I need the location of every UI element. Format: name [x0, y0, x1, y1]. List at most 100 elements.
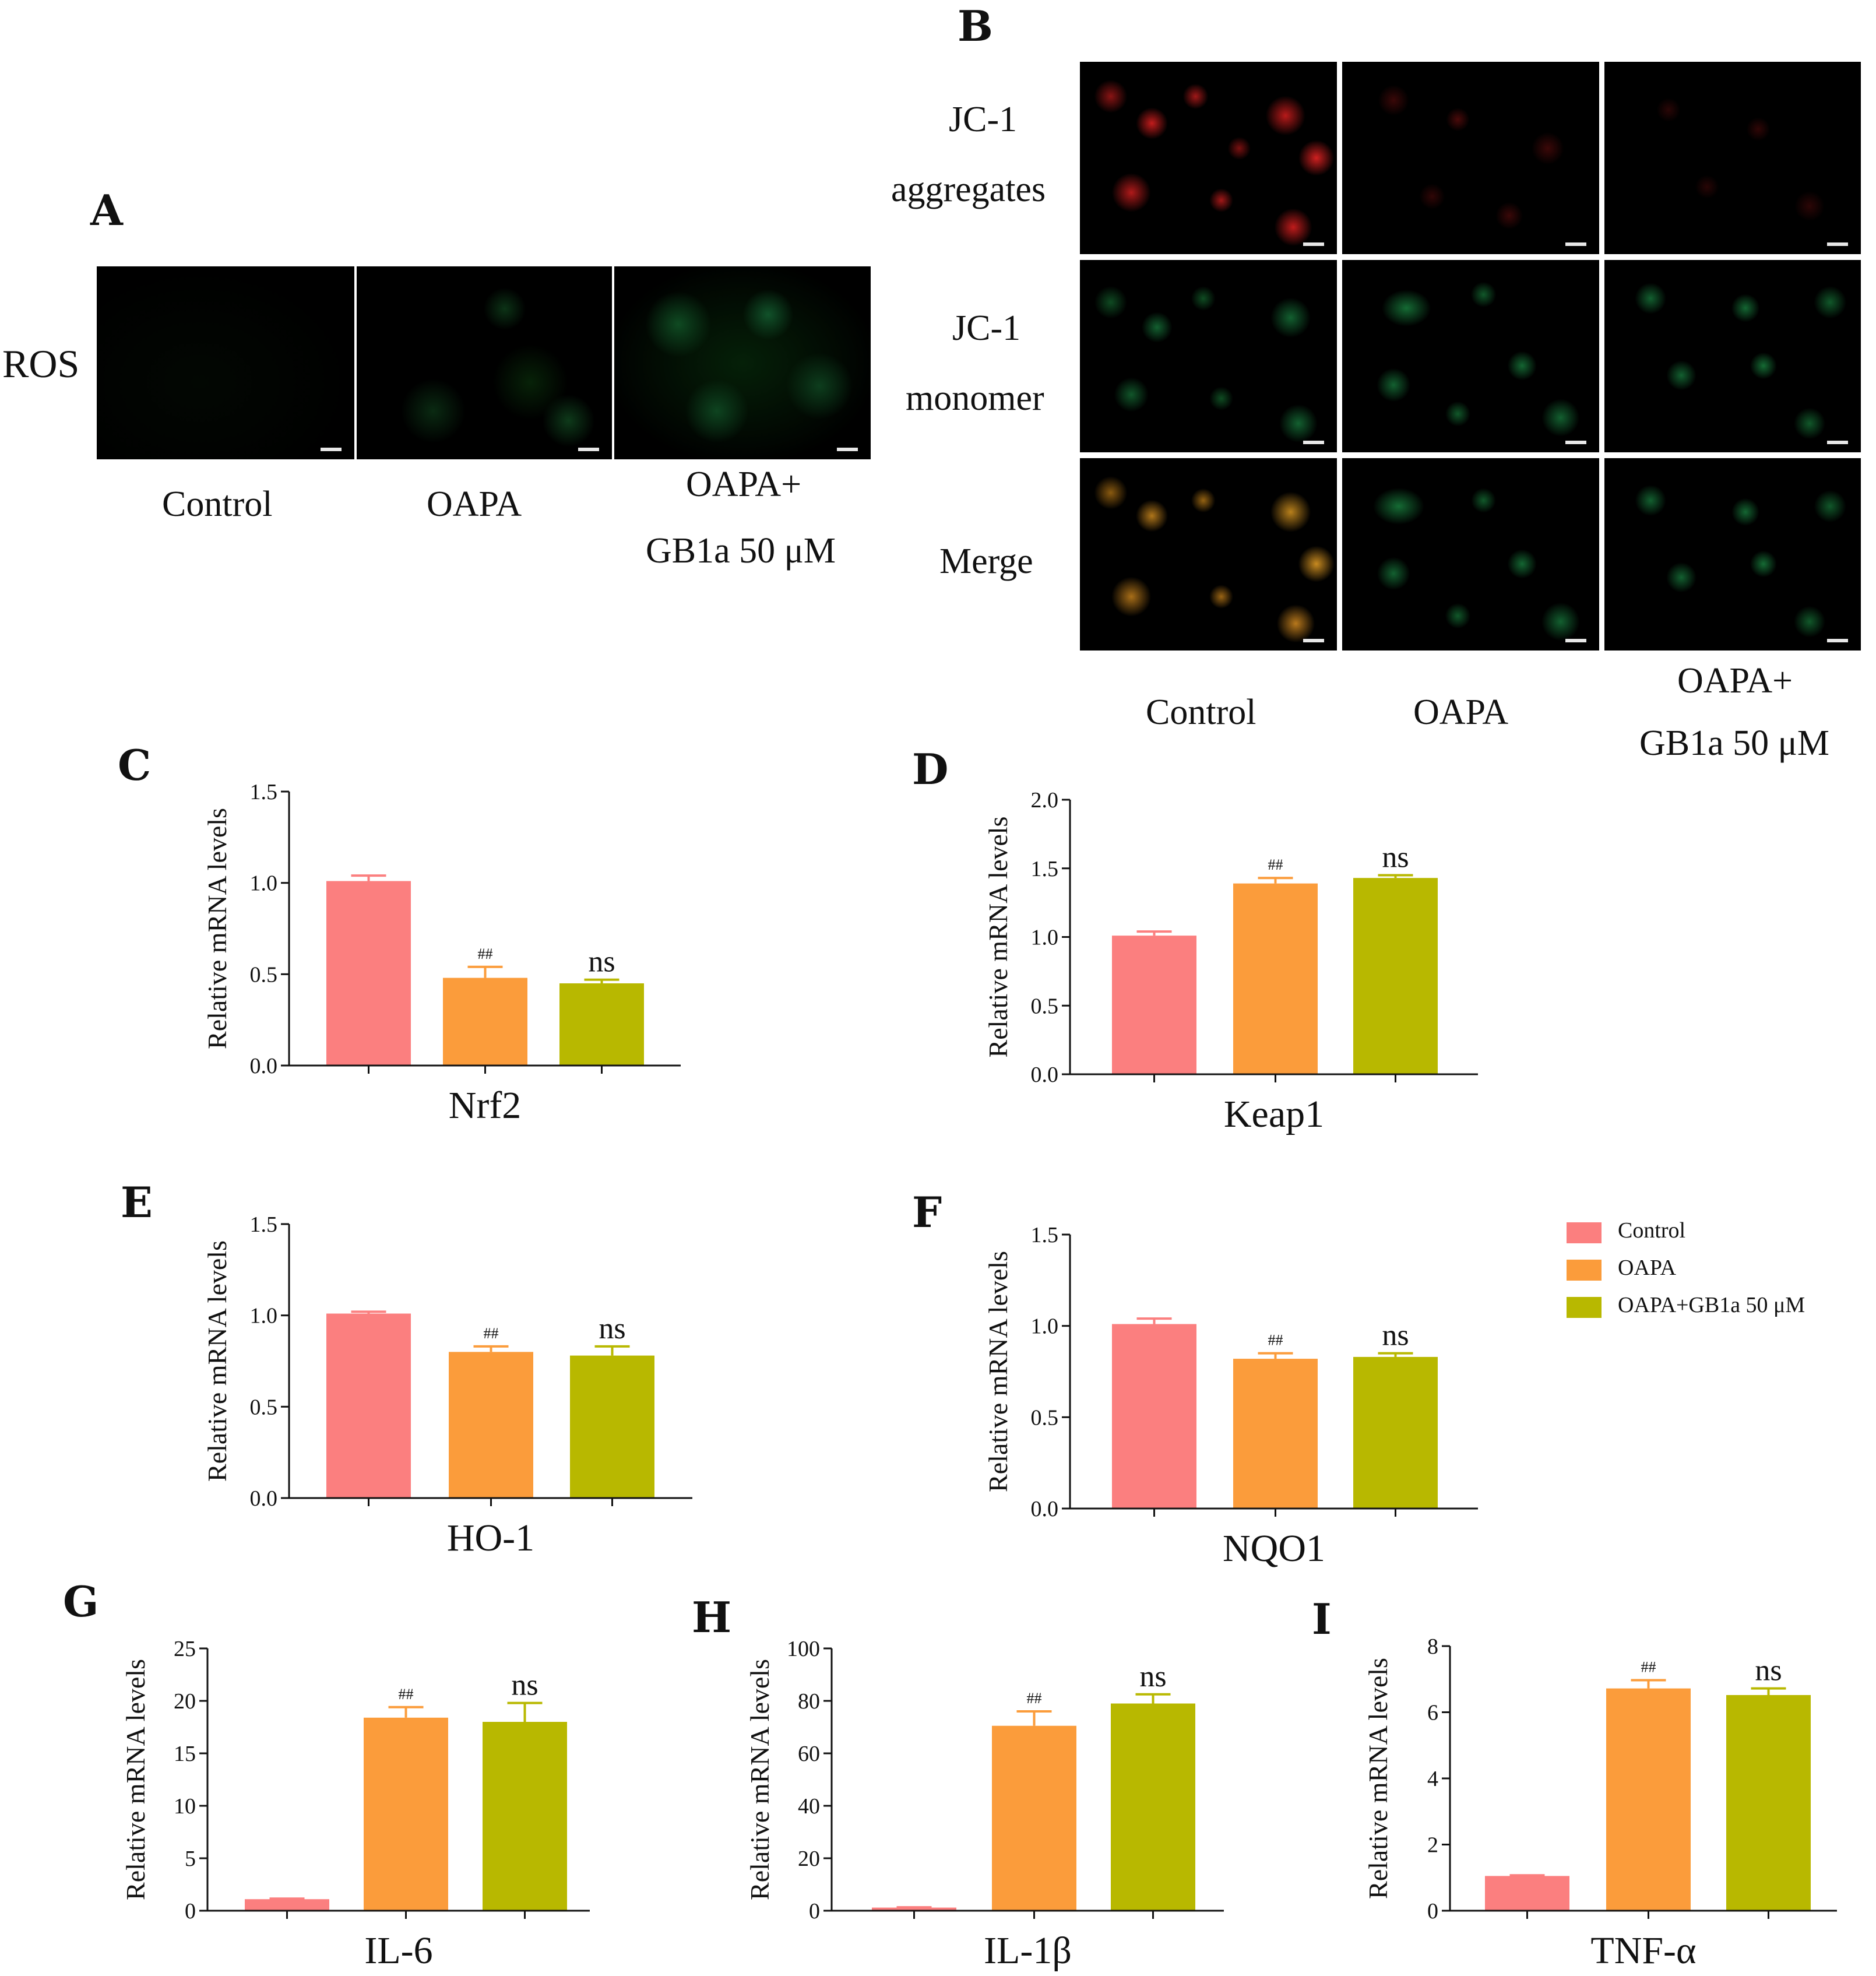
y-tick-label-g-5: 25 [174, 1637, 196, 1661]
ros-col-label-oapa-plus: OAPA+ [686, 465, 802, 504]
panel-label-b: B [958, 1, 993, 51]
ros-image-oapa [357, 266, 612, 459]
annotation-g-2: ## [399, 1686, 414, 1703]
y-tick-label-i-0: 0 [1427, 1899, 1438, 1924]
bar-d-2 [1233, 883, 1318, 1074]
bar-h-2 [992, 1725, 1076, 1911]
y-tick-label-h-0: 0 [809, 1899, 820, 1924]
y-tick-label-d-0: 0.0 [1031, 1063, 1059, 1087]
legend-label-oapa: OAPA [1618, 1256, 1676, 1280]
annotation-f-3: ns [1382, 1319, 1409, 1352]
y-axis-label-e: Relative mRNA levels [202, 1240, 232, 1482]
jc1-aggregates-control [1080, 62, 1337, 254]
chart-title-f: NQO1 [1223, 1527, 1325, 1570]
jc1-row1-line1: JC-1 [949, 100, 1018, 139]
y-tick-label-e-3: 1.5 [250, 1212, 278, 1237]
y-tick-label-h-1: 20 [798, 1847, 820, 1871]
annotation-h-2: ## [1027, 1690, 1042, 1707]
bar-g-3 [483, 1722, 567, 1911]
jc1-row2-line2: monomer [906, 378, 1044, 418]
bar-g-2 [364, 1717, 448, 1911]
y-tick-label-c-2: 1.0 [250, 871, 278, 896]
annotation-i-3: ns [1755, 1654, 1782, 1687]
bar-f-2 [1233, 1359, 1318, 1509]
panel-label-i: I [1312, 1594, 1332, 1644]
y-tick-label-h-4: 80 [798, 1689, 820, 1714]
bar-f-1 [1112, 1324, 1196, 1509]
annotation-h-3: ns [1139, 1660, 1166, 1693]
bar-i-2 [1606, 1688, 1691, 1911]
bar-e-3 [570, 1355, 654, 1498]
y-tick-label-i-2: 4 [1427, 1767, 1438, 1791]
y-tick-label-f-1: 0.5 [1031, 1405, 1059, 1430]
jc1-monomer-oapa-gb1a [1604, 260, 1861, 452]
y-tick-label-g-1: 5 [185, 1847, 196, 1871]
y-tick-label-g-0: 0 [185, 1899, 196, 1924]
y-tick-label-f-3: 1.5 [1031, 1223, 1059, 1247]
y-tick-label-i-1: 2 [1427, 1833, 1438, 1858]
legend-swatch-control [1567, 1222, 1602, 1243]
panel-label-d: D [912, 744, 949, 794]
y-tick-label-i-4: 8 [1427, 1634, 1438, 1659]
y-tick-label-c-3: 1.5 [250, 780, 278, 804]
y-axis-label-f: Relative mRNA levels [983, 1251, 1013, 1492]
y-tick-label-e-1: 0.5 [250, 1395, 278, 1419]
bar-f-3 [1353, 1356, 1438, 1509]
y-tick-label-e-2: 1.0 [250, 1304, 278, 1328]
jc1-col-label-oapa: OAPA [1413, 692, 1509, 732]
annotation-i-2: ## [1641, 1658, 1656, 1675]
y-tick-label-d-2: 1.0 [1031, 926, 1059, 950]
bar-c-2 [443, 978, 527, 1066]
y-tick-label-c-0: 0.0 [250, 1054, 278, 1078]
y-tick-label-g-2: 10 [174, 1794, 196, 1819]
jc1-aggregates-oapa-gb1a [1604, 62, 1861, 254]
jc1-monomer-control [1080, 260, 1337, 452]
jc1-row3-line1: Merge [939, 542, 1033, 581]
legend-label-oapa-gb1a: OAPA+GB1a 50 μM [1618, 1293, 1805, 1317]
y-axis-label-i: Relative mRNA levels [1363, 1658, 1393, 1899]
y-tick-label-d-4: 2.0 [1031, 788, 1059, 813]
jc1-col-label-control: Control [1146, 692, 1256, 732]
bar-i-3 [1726, 1694, 1811, 1911]
legend-swatch-oapa [1567, 1260, 1602, 1281]
bar-h-3 [1111, 1703, 1195, 1911]
chart-title-i: TNF-α [1590, 1929, 1696, 1972]
annotation-c-3: ns [588, 945, 615, 979]
ros-row-label: ROS [2, 342, 80, 386]
y-axis-label-d: Relative mRNA levels [983, 817, 1013, 1058]
annotation-e-2: ## [484, 1325, 499, 1342]
panel-label-g: G [63, 1577, 99, 1626]
y-tick-label-g-3: 15 [174, 1742, 196, 1766]
legend-label-control: Control [1618, 1218, 1686, 1243]
y-tick-label-d-3: 1.5 [1031, 857, 1059, 881]
y-tick-label-e-0: 0.0 [250, 1486, 278, 1511]
bar-e-2 [449, 1352, 533, 1498]
ros-col-label-oapa: OAPA [427, 484, 522, 524]
annotation-d-2: ## [1268, 856, 1283, 873]
ros-col-label-gb1a: GB1a 50 μM [646, 531, 836, 571]
jc1-aggregates-oapa [1342, 62, 1599, 254]
bar-i-1 [1485, 1876, 1569, 1911]
y-tick-label-h-5: 100 [787, 1637, 820, 1661]
y-tick-label-h-2: 40 [798, 1794, 820, 1819]
annotation-e-3: ns [599, 1312, 625, 1345]
jc1-merge-oapa-gb1a [1604, 458, 1861, 651]
chart-title-e: HO-1 [447, 1517, 534, 1559]
y-tick-label-c-1: 0.5 [250, 962, 278, 987]
bar-d-3 [1353, 878, 1438, 1074]
panel-label-h: H [692, 1592, 732, 1642]
chart-title-c: Nrf2 [449, 1084, 522, 1127]
y-axis-label-c: Relative mRNA levels [202, 808, 232, 1049]
chart-title-g: IL-6 [364, 1929, 432, 1972]
jc1-monomer-oapa [1342, 260, 1599, 452]
panel-label-c: C [118, 740, 152, 790]
y-tick-label-d-1: 0.5 [1031, 994, 1059, 1018]
chart-title-h: IL-1β [984, 1929, 1072, 1972]
annotation-g-3: ns [511, 1669, 538, 1702]
panel-label-a: A [90, 185, 123, 235]
y-tick-label-f-2: 1.0 [1031, 1314, 1059, 1339]
bar-d-1 [1112, 936, 1196, 1074]
jc1-merge-oapa [1342, 458, 1599, 651]
legend-swatch-oapa-gb1a [1567, 1297, 1602, 1318]
ros-image-oapa-gb1a [614, 266, 871, 459]
